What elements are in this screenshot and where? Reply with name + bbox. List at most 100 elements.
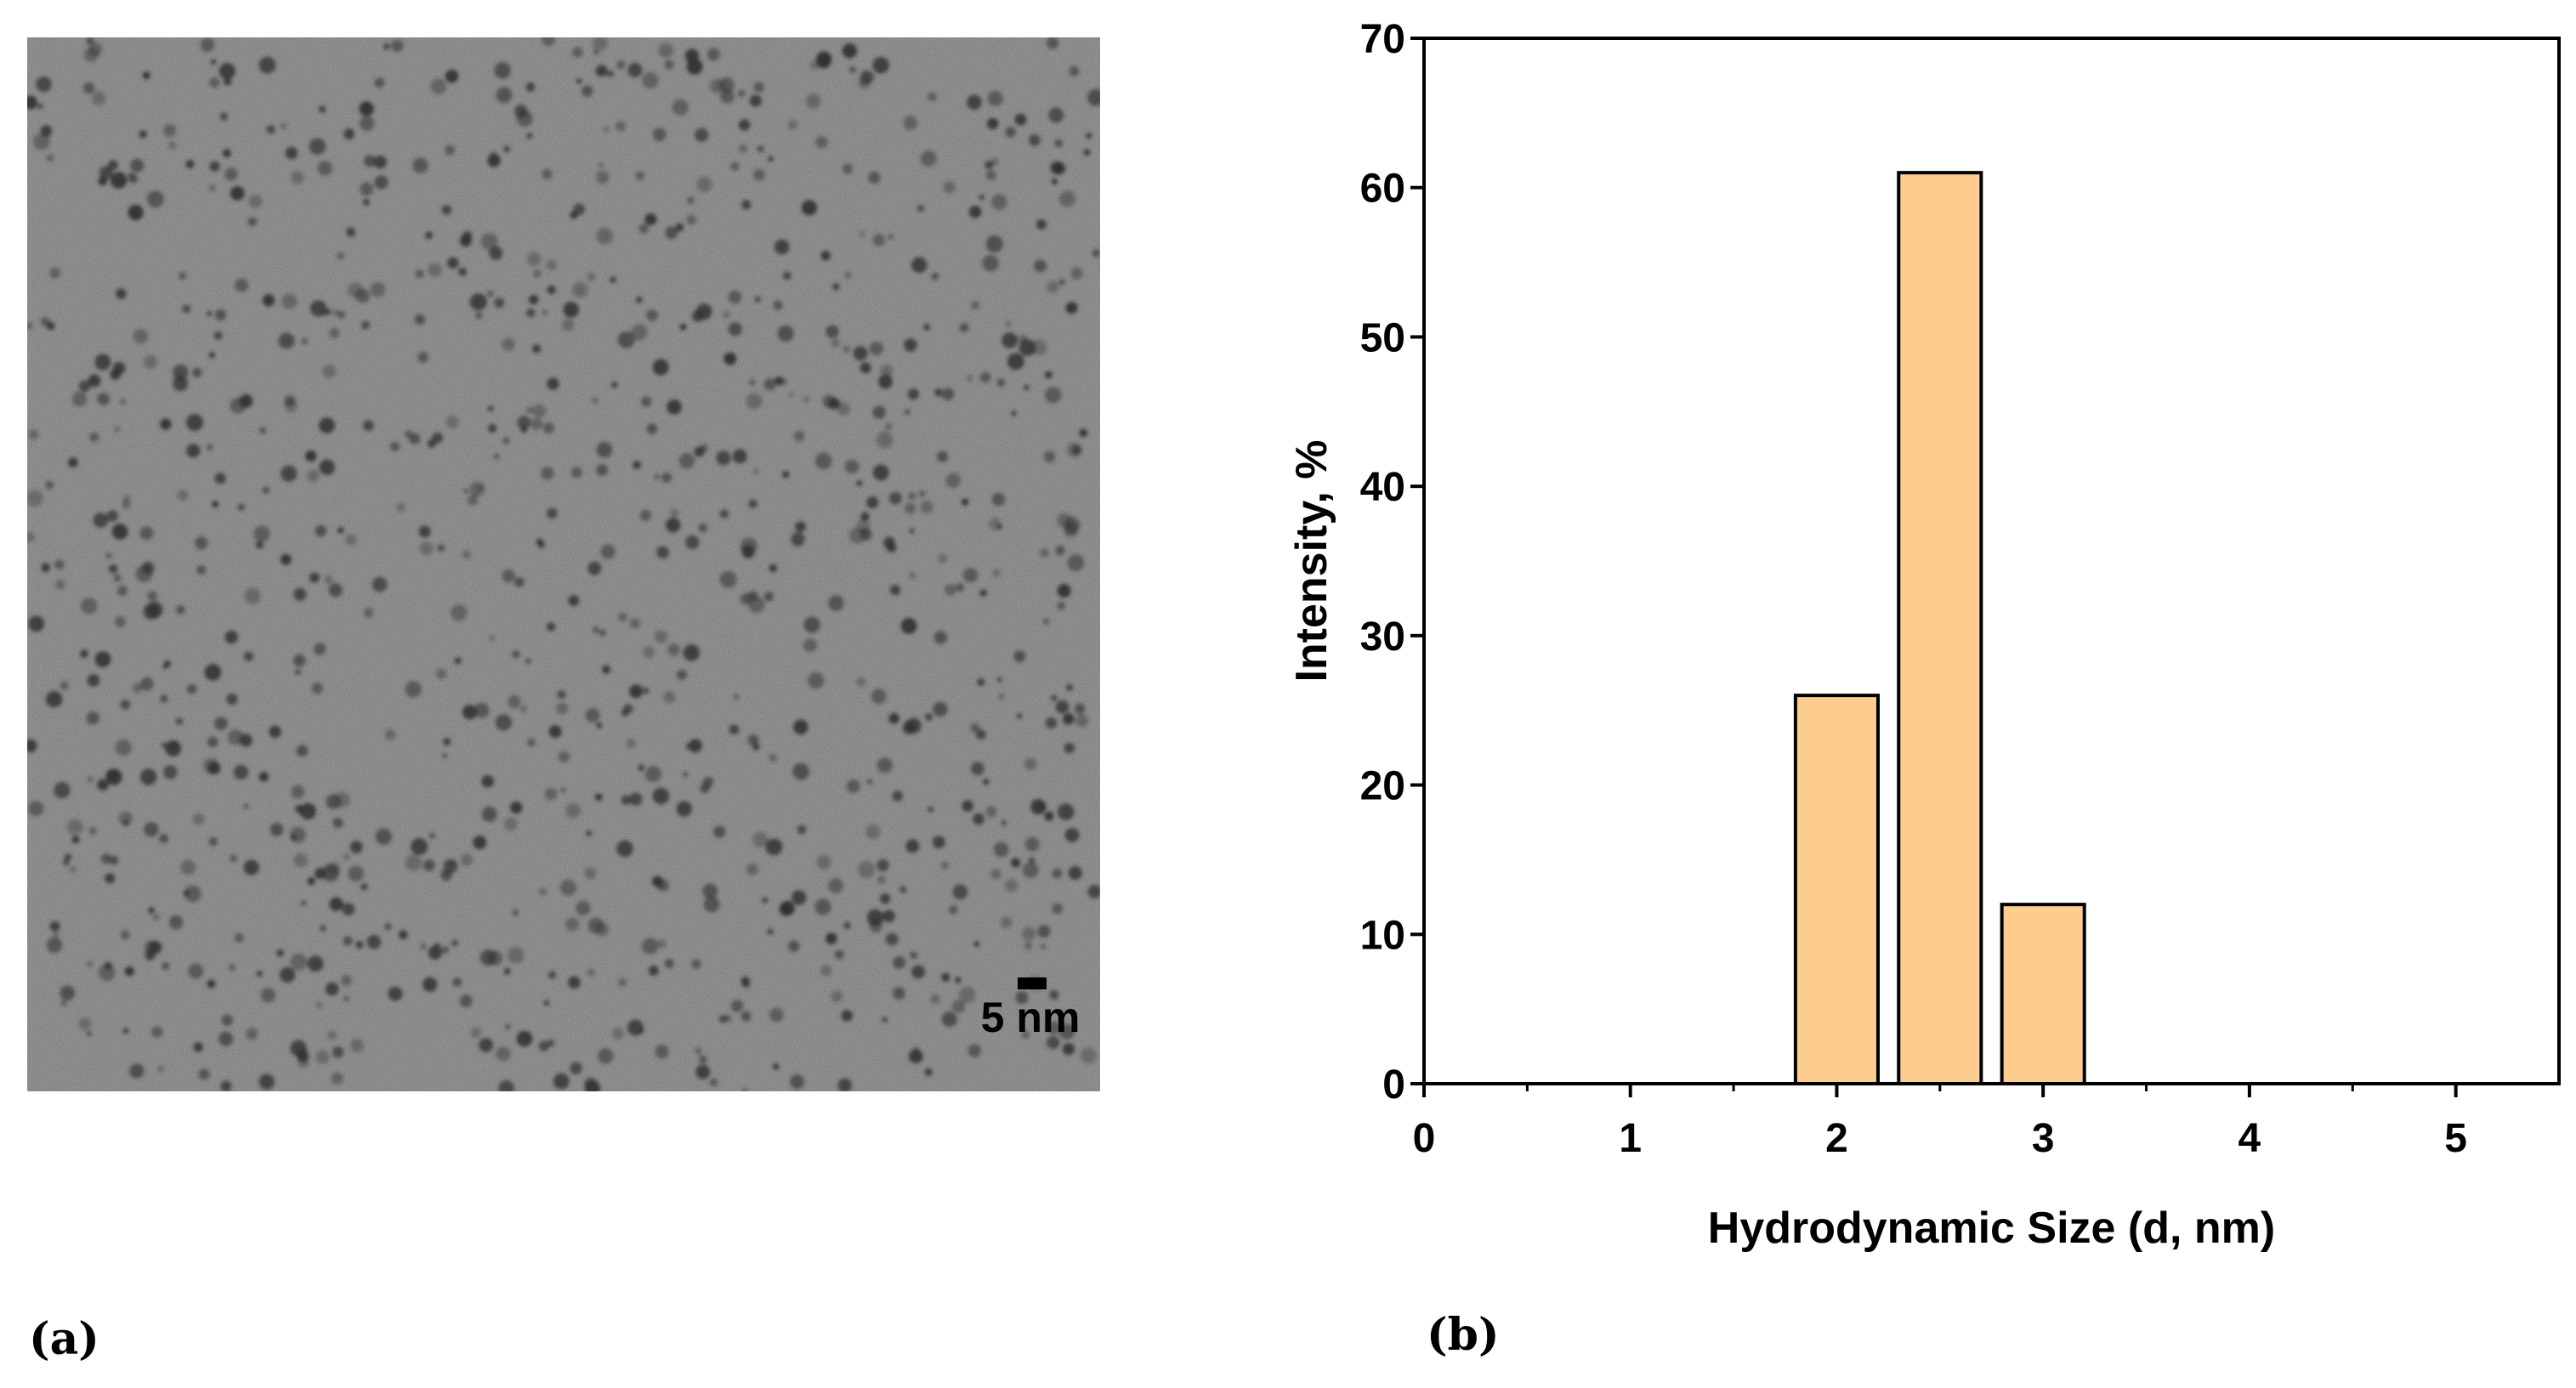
nanoparticle bbox=[246, 1028, 258, 1040]
nanoparticle bbox=[559, 880, 576, 896]
nanoparticle bbox=[568, 595, 580, 607]
nanoparticle bbox=[325, 309, 332, 315]
nanoparticle bbox=[1022, 862, 1039, 878]
nanoparticle bbox=[86, 37, 94, 45]
nanoparticle bbox=[768, 156, 774, 162]
nanoparticle bbox=[723, 311, 730, 319]
nanoparticle bbox=[558, 751, 570, 763]
bar-3 bbox=[2000, 903, 2086, 1085]
nanoparticle bbox=[332, 1046, 344, 1058]
nanoparticle bbox=[412, 157, 428, 173]
nanoparticle bbox=[230, 854, 238, 863]
nanoparticle bbox=[642, 938, 659, 955]
nanoparticle bbox=[913, 1045, 919, 1051]
nanoparticle bbox=[932, 836, 945, 849]
nanoparticle bbox=[372, 576, 388, 592]
nanoparticle bbox=[281, 465, 298, 482]
nanoparticle bbox=[409, 433, 421, 445]
nanoparticle bbox=[195, 536, 208, 550]
nanoparticle bbox=[856, 480, 863, 486]
nanoparticle bbox=[105, 768, 122, 785]
nanoparticle bbox=[1069, 65, 1080, 76]
nanoparticle bbox=[826, 932, 837, 944]
x-tick-label: 1 bbox=[1619, 1116, 1642, 1161]
nanoparticle bbox=[228, 729, 244, 745]
nanoparticle bbox=[644, 213, 657, 225]
nanoparticle bbox=[281, 123, 287, 129]
nanoparticle bbox=[655, 1045, 669, 1059]
nanoparticle bbox=[710, 78, 725, 93]
nanoparticle bbox=[548, 725, 562, 739]
nanoparticle bbox=[94, 651, 111, 668]
nanoparticle bbox=[128, 204, 144, 221]
nanoparticle bbox=[753, 468, 759, 474]
nanoparticle bbox=[665, 226, 678, 240]
nanoparticle bbox=[667, 643, 681, 656]
nanoparticle bbox=[105, 552, 112, 559]
nanoparticle bbox=[816, 854, 831, 870]
nanoparticle bbox=[54, 782, 71, 799]
nanoparticle bbox=[139, 768, 157, 785]
nanoparticle bbox=[388, 986, 403, 1001]
nanoparticle bbox=[903, 116, 917, 130]
nanoparticle bbox=[319, 417, 335, 433]
nanoparticle bbox=[993, 841, 1009, 858]
nanoparticle bbox=[723, 352, 737, 365]
nanoparticle bbox=[585, 708, 600, 722]
nanoparticle bbox=[860, 362, 871, 374]
nanoparticle bbox=[792, 762, 809, 780]
nanoparticle bbox=[27, 531, 35, 543]
nanoparticle bbox=[996, 378, 1005, 387]
nanoparticle bbox=[858, 861, 875, 878]
nanoparticle bbox=[880, 893, 891, 904]
nanoparticle bbox=[512, 650, 520, 659]
nanoparticle bbox=[737, 89, 746, 98]
nanoparticle bbox=[503, 817, 518, 831]
nanoparticle bbox=[514, 105, 528, 118]
nanoparticle bbox=[787, 120, 797, 130]
nanoparticle bbox=[120, 700, 131, 710]
nanoparticle bbox=[463, 488, 469, 494]
nanoparticle bbox=[122, 819, 129, 826]
nanoparticle bbox=[877, 757, 893, 773]
x-tick-label: 2 bbox=[1825, 1116, 1848, 1161]
nanoparticle bbox=[78, 1017, 91, 1030]
nanoparticle bbox=[27, 322, 33, 329]
nanoparticle bbox=[256, 970, 263, 977]
nanoparticle bbox=[502, 437, 510, 445]
nanoparticle bbox=[741, 979, 751, 989]
nanoparticle bbox=[33, 133, 50, 150]
nanoparticle bbox=[1064, 517, 1081, 534]
nanoparticle bbox=[1064, 742, 1075, 754]
nanoparticle bbox=[110, 172, 128, 189]
nanoparticle bbox=[1067, 442, 1082, 457]
nanoparticle bbox=[1083, 149, 1091, 156]
nanoparticle bbox=[214, 473, 226, 484]
nanoparticle bbox=[152, 914, 160, 921]
nanoparticle bbox=[98, 964, 116, 982]
nanoparticle bbox=[82, 82, 95, 94]
nanoparticle bbox=[1022, 926, 1036, 941]
nanoparticle bbox=[596, 441, 613, 458]
nanoparticle bbox=[46, 690, 63, 708]
nanoparticle bbox=[193, 813, 205, 825]
nanoparticle bbox=[396, 502, 406, 513]
nanoparticle bbox=[462, 705, 478, 720]
nanoparticle bbox=[208, 184, 216, 192]
nanoparticle bbox=[214, 717, 228, 730]
nanoparticle bbox=[951, 1000, 966, 1013]
nanoparticle bbox=[526, 309, 536, 318]
nanoparticle bbox=[1048, 107, 1064, 123]
nanoparticle bbox=[987, 90, 1003, 106]
nanoparticle bbox=[355, 940, 364, 949]
nanoparticle bbox=[147, 591, 158, 602]
nanoparticle bbox=[777, 325, 794, 342]
nanoparticle bbox=[179, 272, 187, 280]
nanoparticle bbox=[458, 267, 467, 276]
nanoparticle bbox=[1049, 990, 1059, 1000]
nanoparticle bbox=[164, 660, 171, 667]
nanoparticle bbox=[985, 806, 997, 818]
nanoparticle bbox=[541, 467, 554, 480]
nanoparticle bbox=[1055, 700, 1070, 714]
nanoparticle bbox=[513, 909, 519, 916]
